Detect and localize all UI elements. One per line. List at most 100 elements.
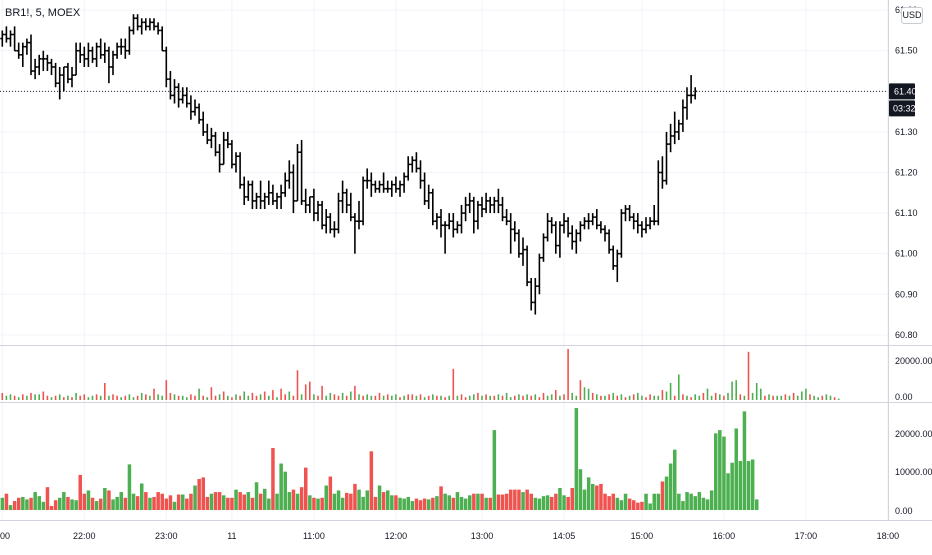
volume-bar-large [119, 492, 123, 510]
ohlc-bar [607, 229, 612, 254]
ohlc-bar [426, 184, 431, 210]
ohlc-bar [648, 217, 653, 230]
ohlc-bar [70, 66, 74, 88]
volume-bar-large [263, 488, 267, 510]
volume-bar-large [492, 430, 497, 510]
currency-button[interactable]: USD [901, 7, 923, 24]
ohlc-bar [615, 249, 620, 283]
volume-bar-large [566, 496, 570, 510]
ohlc-bar [168, 71, 173, 100]
volume-bar-large [509, 489, 513, 510]
time-tick-label: 11 [227, 531, 236, 541]
ohlc-bar [656, 160, 661, 226]
volume-bar-large [545, 495, 550, 510]
volume-bar-large [238, 492, 242, 510]
volume-bar-large [521, 492, 525, 510]
volume-bar-large [648, 503, 652, 510]
ohlc-bar [529, 278, 534, 311]
ohlc-bar [484, 192, 489, 214]
volume-bar-large [4, 493, 9, 510]
volume-bar-large [697, 492, 702, 510]
ohlc-bar [381, 172, 386, 193]
ohlc-bar [500, 196, 505, 222]
volume-bar-large [381, 492, 386, 510]
ohlc-bar [254, 192, 259, 210]
volume-bar-large [673, 449, 677, 510]
volume-bar-large [222, 495, 226, 510]
ohlc-bar [590, 213, 595, 226]
volume-bar-large [640, 501, 644, 510]
volume-bar-large [504, 493, 509, 510]
volume-bar-large [681, 501, 685, 510]
ohlc-bar [582, 217, 587, 230]
ohlc-bar [672, 111, 677, 145]
ohlc-bar [467, 192, 472, 214]
volume-bar-large [213, 492, 218, 510]
volume-bar-large [295, 493, 300, 510]
volume-bar-large [431, 497, 435, 510]
ohlc-bar [451, 213, 456, 238]
volume-bar-large [541, 496, 546, 510]
volume-bar-large [472, 493, 476, 510]
volume-bar-large [168, 495, 173, 510]
volume-bar-large [488, 497, 492, 510]
ohlc-bar [266, 180, 271, 205]
volume-bar-large [578, 469, 583, 510]
volume-bar-large [201, 477, 205, 510]
volume-bar-large [156, 492, 160, 510]
ohlc-bar [29, 34, 33, 76]
volume-bar-large [660, 481, 665, 510]
ohlc-bar [242, 176, 247, 205]
volume-bar-large [730, 462, 734, 510]
volume-bar-large [349, 493, 353, 510]
ohlc-bar [74, 42, 79, 76]
ohlc-bar [156, 22, 161, 35]
ohlc-bar [234, 152, 238, 173]
ohlc-bar [357, 200, 361, 230]
ohlc-bar [533, 278, 538, 315]
ohlc-bar [102, 42, 107, 63]
volume-bar-large [398, 497, 402, 510]
volume-bar-large [525, 489, 529, 510]
volume-bar-large [685, 492, 689, 510]
volume-bar-large [242, 494, 246, 510]
ohlc-bar [123, 38, 128, 59]
volume-bar-large [320, 497, 324, 510]
volume-bar-large [652, 493, 656, 510]
volume-bar-large [21, 496, 25, 510]
volume-bar-large [435, 496, 439, 510]
ohlc-bar [61, 66, 66, 92]
volume-bar-large [336, 490, 341, 510]
volume-bar-large [258, 493, 263, 510]
volume-bar-large [369, 451, 374, 510]
volume-tick-label-large: 0.00 [895, 506, 913, 516]
volume-bar-large [332, 493, 337, 510]
volume-bar-large [29, 497, 33, 510]
volume-bar-large [574, 408, 579, 510]
ohlc-bar [631, 213, 636, 230]
ohlc-bar [340, 180, 345, 214]
ohlc-bar [115, 42, 120, 59]
volume-bar-large [693, 496, 697, 510]
volume-bar-large [755, 499, 759, 510]
ohlc-bar [283, 172, 288, 197]
volume-bar-large [468, 495, 472, 510]
volume-bar-large [12, 501, 17, 510]
last-price-marker [889, 83, 915, 100]
price-tick-label: 61.30 [895, 127, 918, 137]
volume-bar-large [127, 464, 132, 510]
ohlc-bar [492, 196, 497, 214]
volume-bar-large [62, 492, 66, 510]
volume-bar-large [41, 501, 46, 510]
ohlc-bar [119, 38, 124, 55]
volume-bar-large [299, 487, 304, 510]
ohlc-bar [463, 196, 468, 222]
volume-bar-large [49, 505, 54, 510]
time-tick-label: 14:05 [553, 531, 576, 541]
volume-bar-large [439, 486, 443, 510]
volume-bar-large [103, 487, 107, 510]
volume-bar-large [345, 492, 349, 510]
ohlc-bar [78, 42, 83, 63]
